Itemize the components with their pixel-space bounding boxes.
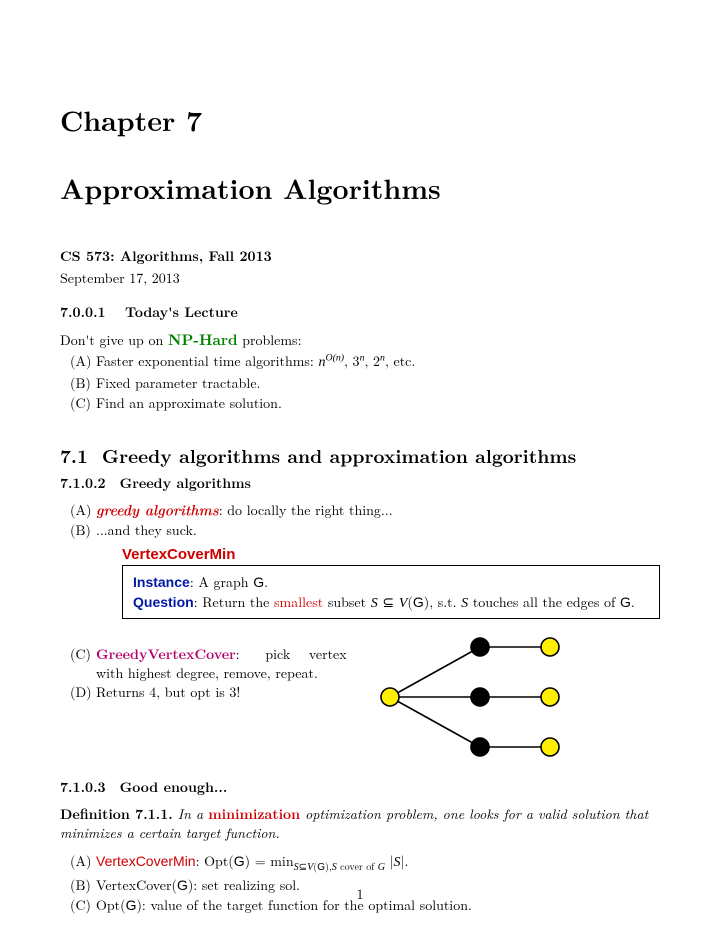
- list-item-a: Faster exponential time algorithms: nO(n…: [96, 352, 415, 373]
- section-num: 7.1: [60, 441, 88, 469]
- vertexcovermin-box: Instance: A graph G. Question: Return th…: [122, 565, 660, 619]
- optg-eq2: ) = min: [245, 851, 294, 871]
- date-line: September 17, 2013: [60, 268, 660, 288]
- instance-line: Instance: A graph G.: [133, 572, 649, 592]
- intro-list: (A) Faster exponential time algorithms: …: [70, 352, 660, 413]
- smallest-word: smallest: [274, 592, 323, 612]
- section-title: Greedy algorithms and approximation algo…: [102, 441, 576, 469]
- gvc-line2: with highest degree, remove, repeat.: [96, 663, 318, 683]
- vertex-cover-graph: [360, 627, 590, 767]
- definition-711: Definition 7.1.1. In a minimization opti…: [60, 805, 660, 843]
- list-item-c: Find an approximate solution.: [96, 394, 282, 413]
- list-item: Returns 4, but opt is 3!: [96, 683, 240, 702]
- subsub-num: 7.1.0.2: [60, 473, 106, 493]
- list-item: GreedyVertexCover: pick vertex with high…: [96, 645, 347, 683]
- subsub-title: Today's Lecture: [125, 302, 238, 322]
- chapter-title: Approximation Algorithms: [60, 168, 660, 208]
- list-item-b: Fixed parameter tractable.: [96, 374, 260, 393]
- list-item: greedy algorithms: do locally the right …: [96, 501, 393, 520]
- vcmin-sans: VertexCoverMin: [96, 853, 196, 869]
- subsubsection-7103: 7.1.0.3 Good enough...: [60, 777, 660, 797]
- subsub-num: 7.1.0.3: [60, 777, 106, 797]
- def-text1: In a: [173, 804, 208, 824]
- graph-G: G: [620, 594, 631, 610]
- instance-label: Instance: [133, 574, 190, 590]
- greedyvertexcover-label: GreedyVertexCover: [96, 644, 236, 664]
- subsub-title: Good enough...: [120, 777, 228, 797]
- page: Chapter 7 Approximation Algorithms CS 57…: [0, 0, 720, 932]
- graph-G: G: [413, 594, 424, 610]
- q-tail3: touches all the edges of: [468, 592, 620, 612]
- intro-line: Don't give up on NP-Hard problems:: [60, 330, 660, 350]
- q-tail2: , s.t.: [429, 592, 461, 612]
- subsubsection-7001: 7.0.0.1 Today's Lecture: [60, 302, 660, 322]
- minimization-word: minimization: [208, 804, 300, 824]
- question-label: Question: [133, 594, 194, 610]
- list-label: (B): [70, 374, 96, 393]
- subsub-num: 7.0.0.1: [60, 302, 106, 322]
- greedy-algorithms-label: greedy algorithms: [96, 500, 219, 520]
- question-rest: : Return the: [194, 592, 274, 612]
- item-a-pre: Faster exponential time algorithms:: [96, 351, 319, 371]
- instance-rest: : A graph: [190, 572, 253, 592]
- list-label: (A): [70, 501, 96, 520]
- chapter-label: Chapter 7: [60, 100, 660, 140]
- intro-tail: problems:: [238, 330, 302, 350]
- gvc-rest1: : pick vertex: [236, 644, 347, 664]
- graph-G: G: [234, 853, 245, 869]
- list-label: (A): [70, 352, 96, 373]
- question-line: Question: Return the smallest subset S ⊆…: [133, 592, 649, 612]
- page-number: 1: [0, 884, 720, 904]
- list-item: VertexCoverMin: Opt(G) = minS⊆V(G),S cov…: [96, 852, 408, 874]
- list-label: (B): [70, 521, 96, 540]
- subsubsection-7102: 7.1.0.2 Greedy algorithms: [60, 473, 660, 493]
- course-line: CS 573: Algorithms, Fall 2013: [60, 246, 660, 266]
- greedy-rest: : do locally the right thing...: [219, 500, 393, 520]
- item-a-post: , etc.: [385, 351, 415, 371]
- list-item: ...and they suck.: [96, 521, 197, 540]
- list-label: (C): [70, 394, 96, 413]
- math-S: S: [371, 596, 378, 611]
- list-label: (C): [70, 645, 96, 683]
- list-label: (A): [70, 852, 96, 874]
- optg-eq: : Opt(: [196, 851, 234, 871]
- list-label: (D): [70, 683, 96, 702]
- greedy-vertex-cover-block: (C) GreedyVertexCover: pick vertex with …: [70, 627, 660, 767]
- math-nO: n: [319, 355, 326, 370]
- intro-text: Don't give up on: [60, 330, 168, 350]
- graph-G: G: [253, 574, 264, 590]
- greedy-list: (A) greedy algorithms: do locally the ri…: [70, 501, 660, 540]
- q-tail1: subset: [323, 592, 371, 612]
- def-label: Definition 7.1.1.: [60, 804, 173, 824]
- nphard-text: NP-Hard: [168, 329, 238, 350]
- subsub-title: Greedy algorithms: [120, 473, 251, 493]
- section-71: 7.1 Greedy algorithms and approximation a…: [60, 441, 660, 469]
- gvc-text: (C) GreedyVertexCover: pick vertex with …: [70, 627, 350, 704]
- vertexcovermin-title: VertexCoverMin: [122, 546, 660, 563]
